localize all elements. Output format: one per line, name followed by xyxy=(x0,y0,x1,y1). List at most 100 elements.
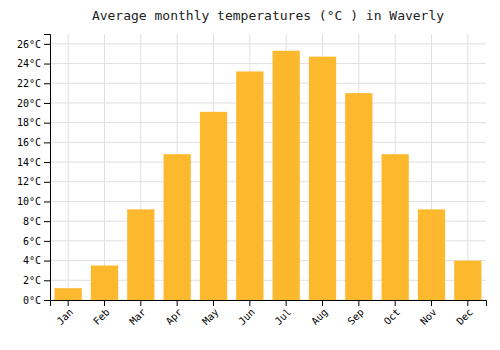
grid-line xyxy=(50,201,486,202)
bar xyxy=(55,288,82,300)
grid-line xyxy=(50,122,486,123)
tick-mark xyxy=(44,64,50,65)
chart: Jan Feb Mar Apr May Jun Jul Aug Sep Oct Nov Dec 0°C 2… xyxy=(0,0,500,350)
axis-line xyxy=(44,35,51,301)
tick-mark xyxy=(286,300,287,306)
y-tick: 12°C xyxy=(17,176,50,187)
tick-mark xyxy=(44,241,50,242)
tick-label: Mar xyxy=(127,306,148,327)
y-tick: 26°C xyxy=(17,39,50,50)
bar xyxy=(345,93,372,300)
y-tick: 16°C xyxy=(17,137,50,148)
tick-mark xyxy=(395,300,396,306)
x-tick: Feb xyxy=(91,300,112,327)
y-tick: 18°C xyxy=(17,117,50,128)
grid-line xyxy=(68,34,69,300)
tick-label: 12°C xyxy=(17,176,41,187)
x-tick: May xyxy=(200,300,221,327)
tick-label: Dec xyxy=(454,306,475,327)
tick-label: May xyxy=(200,306,221,327)
grid-line xyxy=(50,83,486,84)
grid-line xyxy=(50,63,486,64)
tick-label: Nov xyxy=(418,306,439,327)
tick-mark xyxy=(44,182,50,183)
tick-label: 18°C xyxy=(17,117,41,128)
grid-line xyxy=(50,142,486,143)
tick-mark xyxy=(44,103,50,104)
y-tick: 2°C xyxy=(23,275,50,286)
tick-label: 20°C xyxy=(17,98,41,109)
y-tick: 8°C xyxy=(23,216,50,227)
tick-mark xyxy=(44,221,50,222)
grid xyxy=(50,34,486,300)
tick-mark xyxy=(44,201,50,202)
y-tick: 4°C xyxy=(23,255,50,266)
y-tick: 14°C xyxy=(17,157,50,168)
tick-mark xyxy=(322,300,323,306)
tick-label: Jan xyxy=(55,306,76,327)
y-tick: 0°C xyxy=(23,295,50,306)
x-tick: Jan xyxy=(55,300,76,327)
tick-label: 6°C xyxy=(23,236,41,247)
tick-label: 2°C xyxy=(23,275,41,286)
tick-mark xyxy=(177,300,178,306)
tick-mark xyxy=(44,261,50,262)
tick-mark xyxy=(431,300,432,306)
x-tick: Mar xyxy=(127,300,148,327)
tick-mark xyxy=(68,300,69,306)
grid-line xyxy=(467,34,468,300)
axis-line xyxy=(51,301,487,307)
bars xyxy=(55,51,482,300)
tick-label: 4°C xyxy=(23,255,41,266)
tick-label: Aug xyxy=(309,306,330,327)
tick-mark xyxy=(249,300,250,306)
tick-mark xyxy=(358,300,359,306)
x-tick: Jul xyxy=(273,300,294,327)
tick-label: 16°C xyxy=(17,137,41,148)
grid-line xyxy=(50,181,486,182)
y-tick: 22°C xyxy=(17,78,50,89)
y-tick: 10°C xyxy=(17,196,50,207)
tick-mark xyxy=(104,300,105,306)
y-tick: 6°C xyxy=(23,236,50,247)
grid-line xyxy=(50,162,486,163)
x-tick: Dec xyxy=(454,300,475,327)
title: Average monthly temperatures (°C ) in Wa… xyxy=(92,8,444,23)
tick-mark xyxy=(44,44,50,45)
bar xyxy=(418,209,445,300)
tick-label: Sep xyxy=(345,306,366,327)
tick-mark xyxy=(467,300,468,306)
tick-mark xyxy=(44,142,50,143)
y-tick: 20°C xyxy=(17,98,50,109)
grid-line xyxy=(50,102,486,103)
tick-label: Jun xyxy=(236,306,257,327)
tick-mark xyxy=(140,300,141,306)
bar xyxy=(309,57,336,300)
tick-label: Oct xyxy=(382,306,403,327)
grid-line xyxy=(104,34,105,300)
x-tick: Apr xyxy=(164,300,185,327)
x-axis: Jan Feb Mar Apr May Jun Jul Aug Sep Oct Nov Dec xyxy=(51,300,487,327)
bar xyxy=(200,112,227,300)
tick-mark xyxy=(213,300,214,306)
tick-label: 14°C xyxy=(17,157,41,168)
x-tick: Aug xyxy=(309,300,330,327)
tick-label: 26°C xyxy=(17,39,41,50)
bar xyxy=(91,266,118,300)
tick-mark xyxy=(44,280,50,281)
y-axis: 0°C 2°C 4°C 6°C 8°C 10°C 12°C 14°C 16°C 18°C 20°C 2… xyxy=(17,35,51,306)
x-tick: Nov xyxy=(418,300,439,327)
bar xyxy=(236,71,263,300)
tick-label: Feb xyxy=(91,306,112,327)
bar xyxy=(454,261,481,300)
tick-label: 8°C xyxy=(23,216,41,227)
tick-label: Jul xyxy=(273,306,294,327)
bar xyxy=(382,154,409,300)
tick-label: 10°C xyxy=(17,196,41,207)
grid-line xyxy=(50,43,486,44)
x-tick: Oct xyxy=(382,300,403,327)
tick-label: Apr xyxy=(164,306,185,327)
tick-mark xyxy=(44,300,50,301)
bar xyxy=(273,51,300,300)
tick-label: 22°C xyxy=(17,78,41,89)
